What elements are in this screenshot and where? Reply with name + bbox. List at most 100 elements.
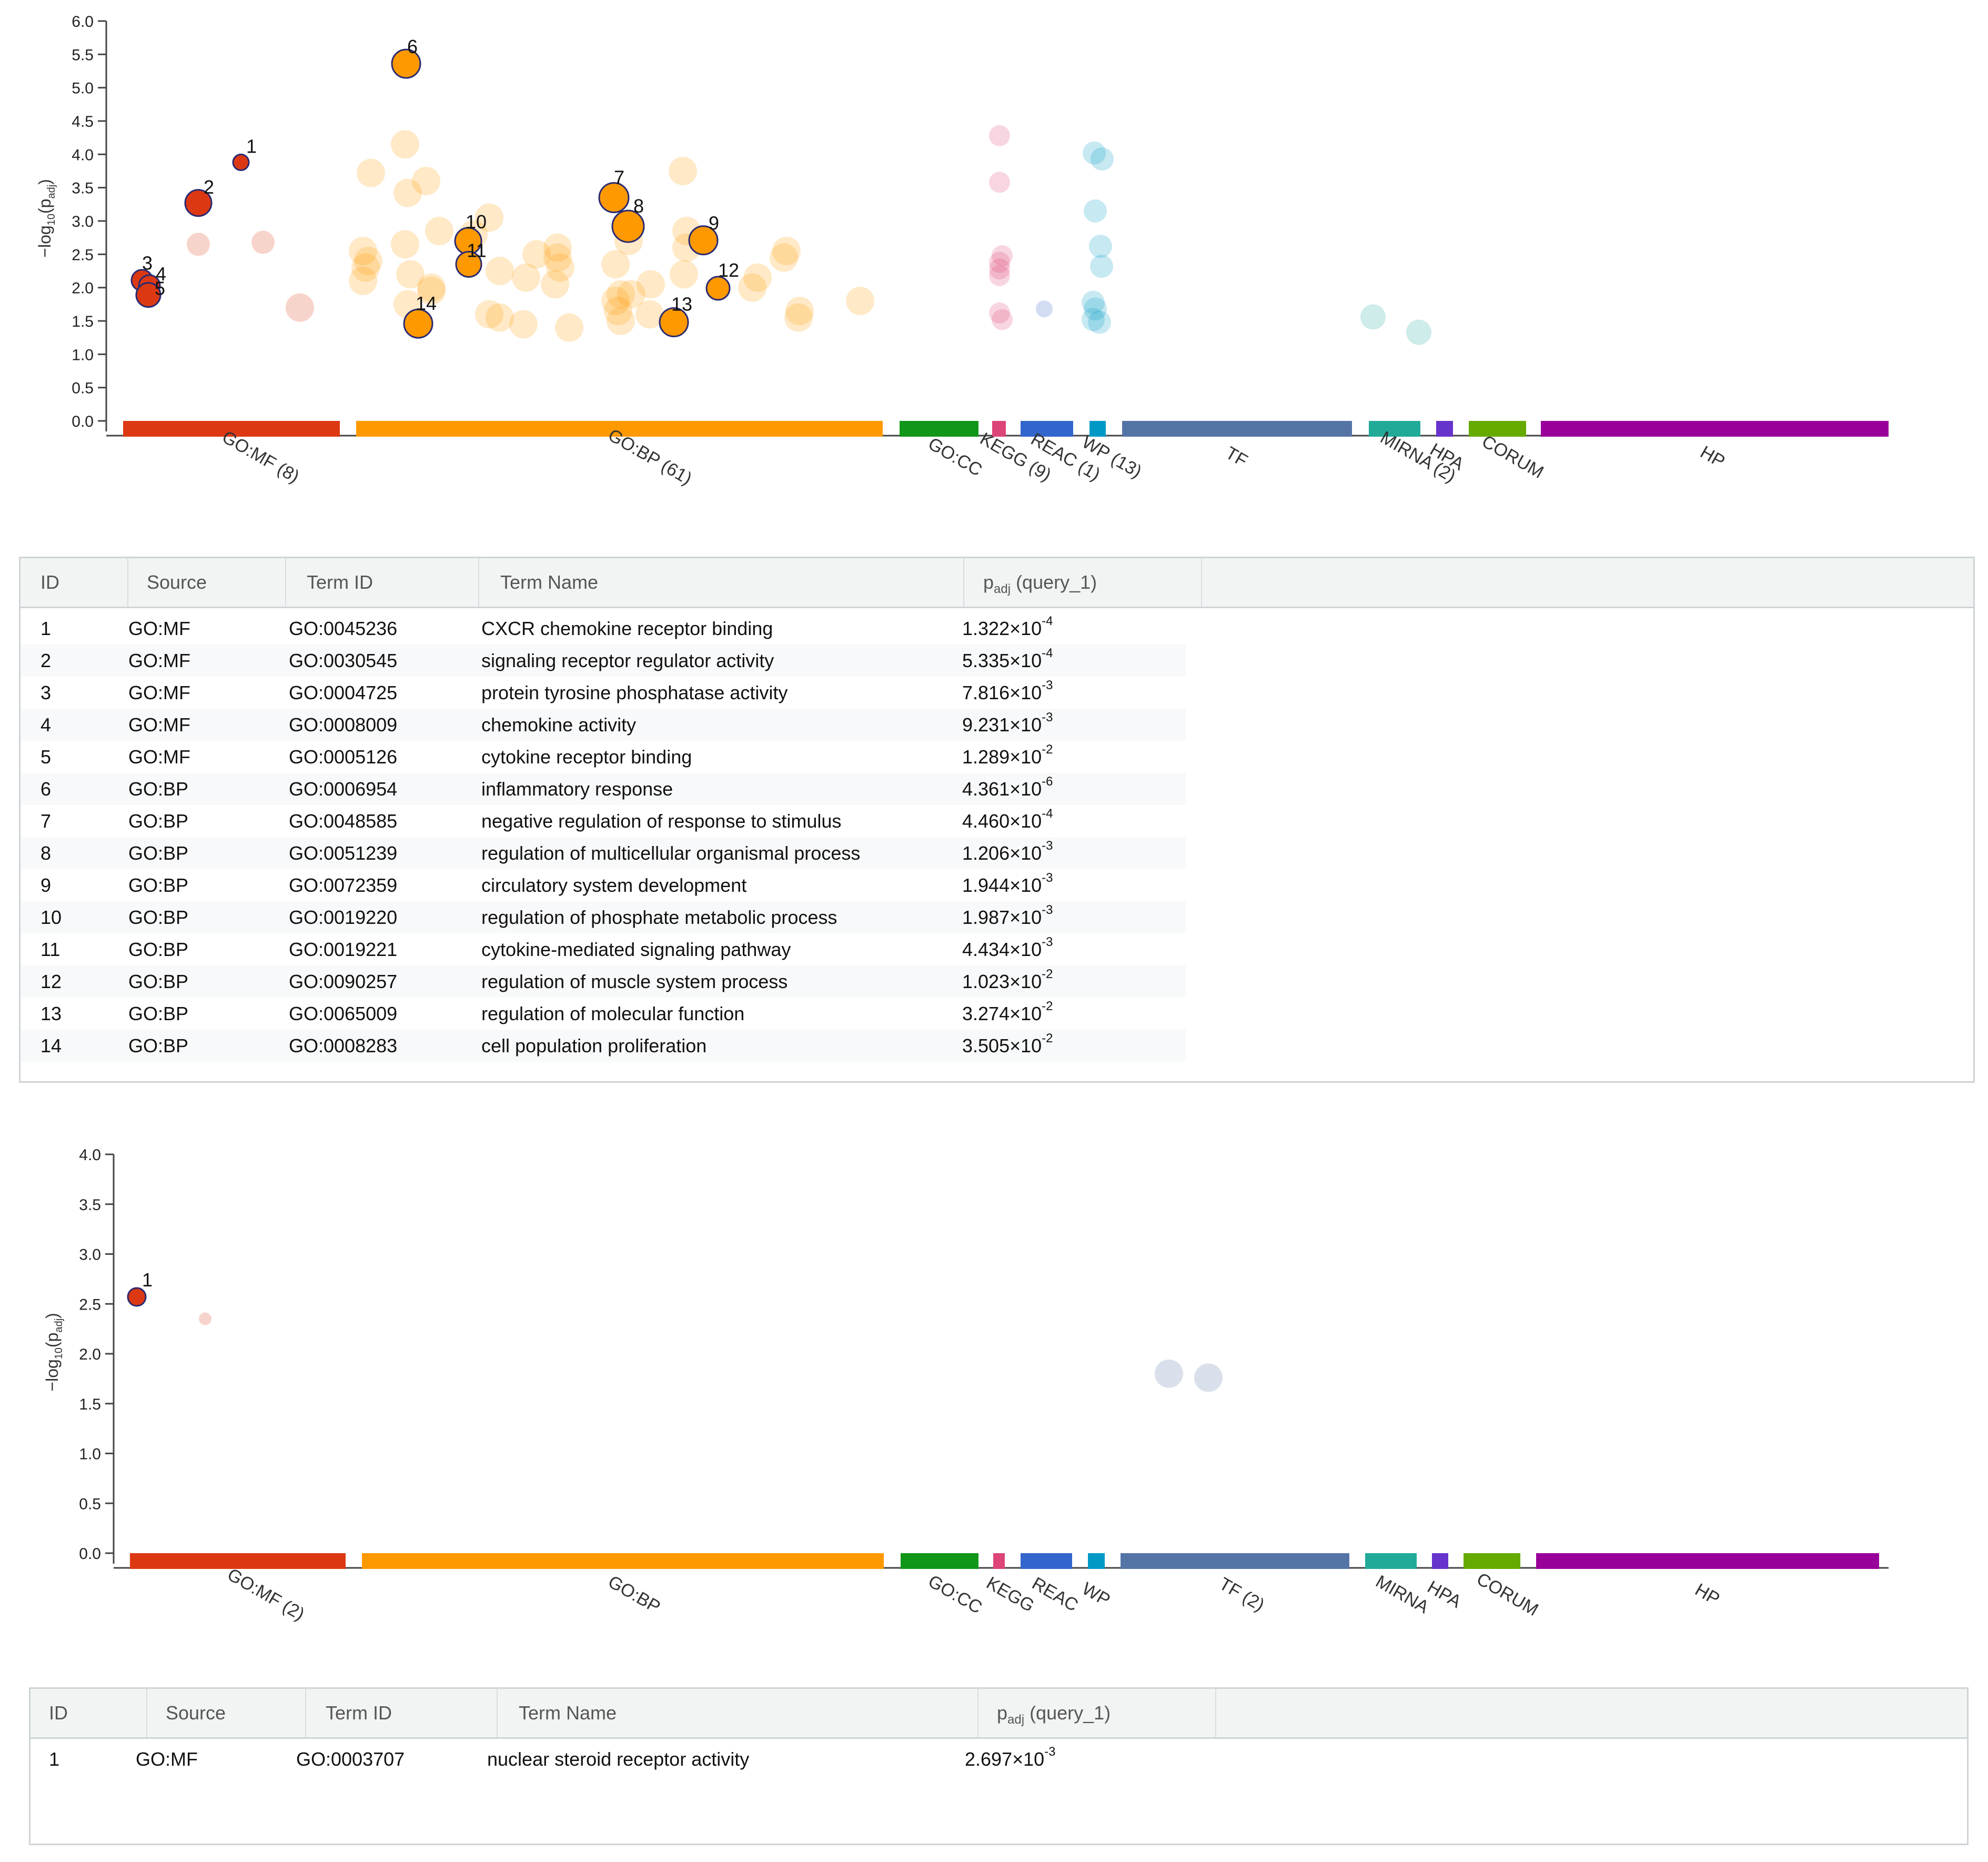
table-row[interactable]: 12 GO:BP GO:0090257 regulation of muscle sy… — [21, 965, 1186, 998]
background-point[interactable] — [989, 125, 1010, 146]
background-point[interactable] — [607, 307, 635, 335]
highlighted-point[interactable] — [127, 1287, 147, 1307]
background-point[interactable] — [354, 247, 382, 275]
highlighted-point[interactable] — [705, 276, 731, 301]
table-row[interactable]: 10 GO:BP GO:0019220 regulation of phosphate… — [21, 901, 1186, 933]
background-point[interactable] — [1088, 310, 1111, 334]
background-point[interactable] — [770, 243, 798, 272]
source-bar-hpa[interactable] — [1436, 421, 1453, 437]
source-bar-tf[interactable] — [1121, 1553, 1349, 1569]
table-row[interactable]: 9 GO:BP GO:0072359 circulatory system devel… — [21, 869, 1186, 901]
source-bar-tf[interactable] — [1122, 421, 1352, 437]
source-bar-go-cc[interactable] — [900, 421, 978, 437]
background-point[interactable] — [670, 260, 698, 289]
header-term-name[interactable]: Term Name — [499, 1689, 978, 1737]
background-point[interactable] — [992, 309, 1013, 330]
source-bar-reac[interactable] — [1021, 421, 1073, 437]
background-point[interactable] — [522, 240, 551, 269]
background-point[interactable] — [393, 178, 422, 207]
highlighted-point[interactable] — [135, 282, 162, 308]
header-source[interactable]: Source — [147, 1689, 306, 1737]
background-point[interactable] — [425, 217, 453, 245]
header-term-name[interactable]: Term Name — [480, 558, 964, 607]
highlighted-point[interactable] — [688, 225, 719, 256]
header-padj[interactable]: padj (query_1) — [965, 558, 1202, 607]
background-point[interactable] — [251, 230, 275, 254]
source-bar-kegg[interactable] — [992, 421, 1006, 437]
background-point[interactable] — [486, 303, 514, 332]
header-source[interactable]: Source — [128, 558, 286, 607]
background-point[interactable] — [1089, 235, 1112, 258]
background-point[interactable] — [543, 243, 572, 272]
background-point[interactable] — [541, 270, 569, 299]
background-point[interactable] — [417, 273, 446, 302]
highlighted-point[interactable] — [598, 182, 630, 214]
background-point[interactable] — [412, 167, 440, 195]
background-point[interactable] — [286, 293, 314, 322]
background-point[interactable] — [1091, 147, 1114, 171]
background-point[interactable] — [509, 310, 538, 339]
table-row[interactable]: 4 GO:MF GO:0008009 chemokine activity 9.231×… — [21, 709, 1186, 741]
source-bar-wp[interactable] — [1089, 421, 1106, 437]
background-point[interactable] — [391, 130, 419, 159]
table-row[interactable]: 1 GO:MF GO:0003707 nuclear steroid receptor… — [31, 1743, 1196, 1775]
background-point[interactable] — [475, 300, 503, 329]
background-point[interactable] — [1082, 308, 1105, 331]
background-point[interactable] — [475, 203, 503, 232]
background-point[interactable] — [738, 273, 766, 302]
header-padj[interactable]: padj (query_1) — [980, 1689, 1216, 1737]
background-point[interactable] — [669, 157, 697, 185]
source-bar-go-cc[interactable] — [901, 1553, 978, 1569]
background-point[interactable] — [989, 172, 1010, 193]
background-point[interactable] — [1194, 1363, 1223, 1392]
source-bar-kegg[interactable] — [993, 1553, 1005, 1569]
background-point[interactable] — [349, 267, 377, 295]
source-bar-corum[interactable] — [1464, 1553, 1520, 1569]
background-point[interactable] — [989, 265, 1010, 286]
header-term-id[interactable]: Term ID — [287, 558, 479, 607]
table-row[interactable]: 13 GO:BP GO:0065009 regulation of molecular… — [21, 998, 1186, 1030]
background-point[interactable] — [187, 233, 210, 256]
highlighted-point[interactable] — [659, 307, 689, 338]
source-bar-reac[interactable] — [1021, 1553, 1072, 1569]
background-point[interactable] — [199, 1312, 211, 1325]
header-id[interactable]: ID — [49, 1689, 147, 1737]
background-point[interactable] — [396, 260, 425, 289]
background-point[interactable] — [989, 302, 1010, 324]
background-point[interactable] — [785, 297, 814, 325]
source-bar-hp[interactable] — [1536, 1553, 1879, 1569]
background-point[interactable] — [546, 253, 574, 282]
table-row[interactable]: 5 GO:MF GO:0005126 cytokine receptor bindin… — [21, 741, 1186, 773]
source-bar-go-mf[interactable] — [123, 421, 340, 437]
background-point[interactable] — [607, 280, 635, 309]
background-point[interactable] — [784, 303, 813, 332]
background-point[interactable] — [604, 297, 632, 325]
table-row[interactable]: 14 GO:BP GO:0008283 cell population prolife… — [21, 1030, 1186, 1062]
table-row[interactable]: 11 GO:BP GO:0019221 cytokine-mediated signa… — [21, 933, 1186, 965]
background-point[interactable] — [989, 258, 1010, 280]
background-point[interactable] — [743, 263, 772, 292]
background-point[interactable] — [1082, 290, 1105, 314]
source-bar-wp[interactable] — [1088, 1553, 1105, 1569]
background-point[interactable] — [601, 250, 630, 279]
source-bar-go-bp[interactable] — [356, 421, 883, 437]
background-point[interactable] — [1090, 255, 1113, 278]
header-term-id[interactable]: Term ID — [307, 1689, 498, 1737]
background-point[interactable] — [992, 245, 1013, 266]
background-point[interactable] — [357, 158, 385, 187]
background-point[interactable] — [1036, 300, 1053, 318]
background-point[interactable] — [772, 237, 801, 265]
background-point[interactable] — [1155, 1359, 1183, 1388]
background-point[interactable] — [351, 253, 380, 282]
highlighted-point[interactable] — [184, 189, 213, 217]
highlighted-point[interactable] — [232, 154, 250, 172]
background-point[interactable] — [555, 313, 583, 342]
table-row[interactable]: 7 GO:BP GO:0048585 negative regulation of r… — [21, 805, 1186, 837]
background-point[interactable] — [637, 270, 665, 299]
table-row[interactable]: 2 GO:MF GO:0030545 signaling receptor regul… — [21, 645, 1186, 677]
background-point[interactable] — [512, 263, 540, 292]
header-id[interactable]: ID — [41, 558, 128, 607]
background-point[interactable] — [635, 300, 664, 329]
background-point[interactable] — [989, 251, 1010, 273]
background-point[interactable] — [1360, 304, 1386, 330]
